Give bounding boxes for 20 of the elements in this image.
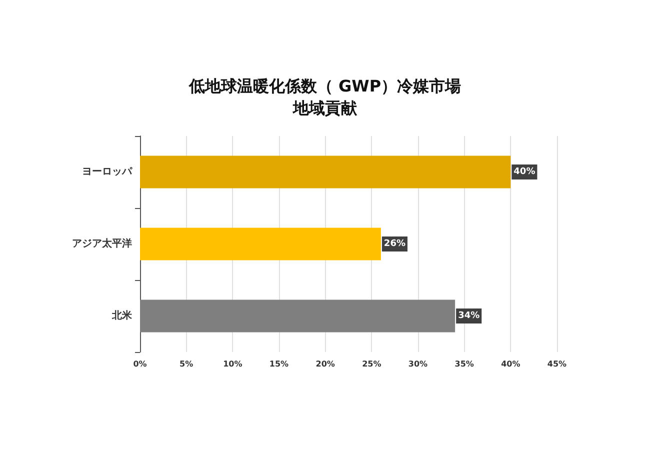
bar [140, 156, 511, 188]
x-tick-label: 15% [269, 360, 289, 368]
data-label: 34% [458, 311, 480, 321]
chart-title: 低地球温暖化係数（ GWP）冷媒市場地域貢献 [188, 76, 462, 118]
y-tick-label: 北米 [111, 310, 133, 322]
x-tick-label: 20% [316, 360, 335, 368]
x-tick-label: 10% [223, 360, 242, 368]
y-tick-label: アジア太平洋 [72, 238, 132, 250]
bar [140, 300, 456, 332]
x-tick-label: 35% [454, 360, 474, 368]
x-tick-label: 5% [180, 360, 194, 368]
x-tick-label: 40% [501, 360, 520, 368]
data-label: 26% [384, 239, 406, 249]
x-tick-label: 25% [362, 360, 382, 368]
bar [140, 228, 381, 260]
y-tick-label: ヨーロッパ [82, 166, 133, 178]
data-label: 40% [514, 167, 536, 177]
x-tick-label: 45% [547, 360, 567, 368]
x-tick-label: 30% [408, 360, 428, 368]
x-tick-label: 0% [133, 360, 147, 368]
